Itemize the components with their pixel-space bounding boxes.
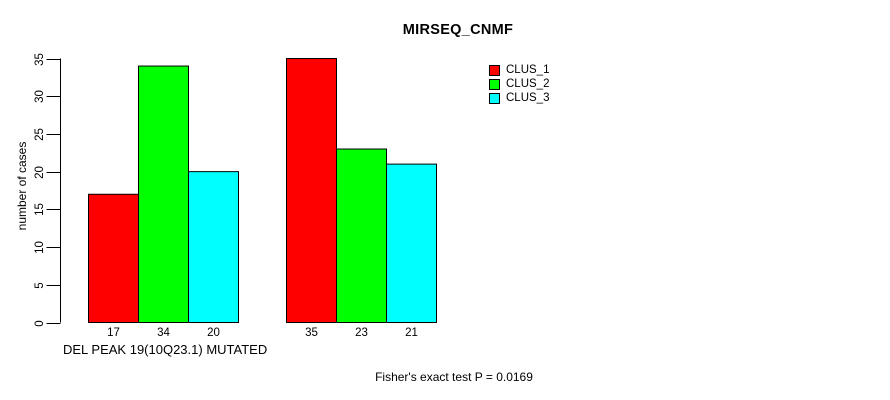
x-axis-label: DEL PEAK 19(10Q23.1) MUTATED <box>63 342 268 357</box>
y-tick-label: 5 <box>34 282 46 288</box>
legend-label: CLUS_2 <box>506 78 550 90</box>
bar-value-label: 17 <box>107 327 120 339</box>
bar-clus_3-group2 <box>386 163 437 323</box>
bar-value-label: 23 <box>355 327 368 339</box>
legend-label: CLUS_3 <box>506 92 550 104</box>
y-tick-label: 25 <box>34 128 46 141</box>
y-tick-label: 0 <box>34 320 46 326</box>
legend-item-clus_1: CLUS_1 <box>489 64 550 76</box>
y-tick-label: 10 <box>34 241 46 254</box>
fisher-test-annotation: Fisher's exact test P = 0.0169 <box>375 370 533 384</box>
legend-swatch-icon <box>489 79 500 90</box>
bar-value-label: 20 <box>207 327 220 339</box>
y-tick-label: 20 <box>34 166 46 179</box>
legend-item-clus_2: CLUS_2 <box>489 78 550 90</box>
bar-clus_3-group1 <box>188 171 239 323</box>
legend: CLUS_1 CLUS_2 CLUS_3 <box>489 64 550 107</box>
y-tick-label: 35 <box>34 53 46 66</box>
bar-clus_1-group2 <box>286 58 337 323</box>
legend-label: CLUS_1 <box>506 64 550 76</box>
bar-value-label: 34 <box>157 327 170 339</box>
legend-swatch-icon <box>489 93 500 104</box>
bar-clus_1-group1 <box>88 193 139 323</box>
bar-clus_2-group2 <box>336 148 387 323</box>
bar-clus_2-group1 <box>138 65 189 324</box>
y-tick-label: 30 <box>34 90 46 103</box>
chart-title: MIRSEQ_CNMF <box>402 22 514 38</box>
bar-value-label: 21 <box>405 327 418 339</box>
bar-value-label: 35 <box>305 327 318 339</box>
legend-item-clus_3: CLUS_3 <box>489 92 550 104</box>
y-tick-label: 15 <box>34 203 46 216</box>
legend-swatch-icon <box>489 65 500 76</box>
